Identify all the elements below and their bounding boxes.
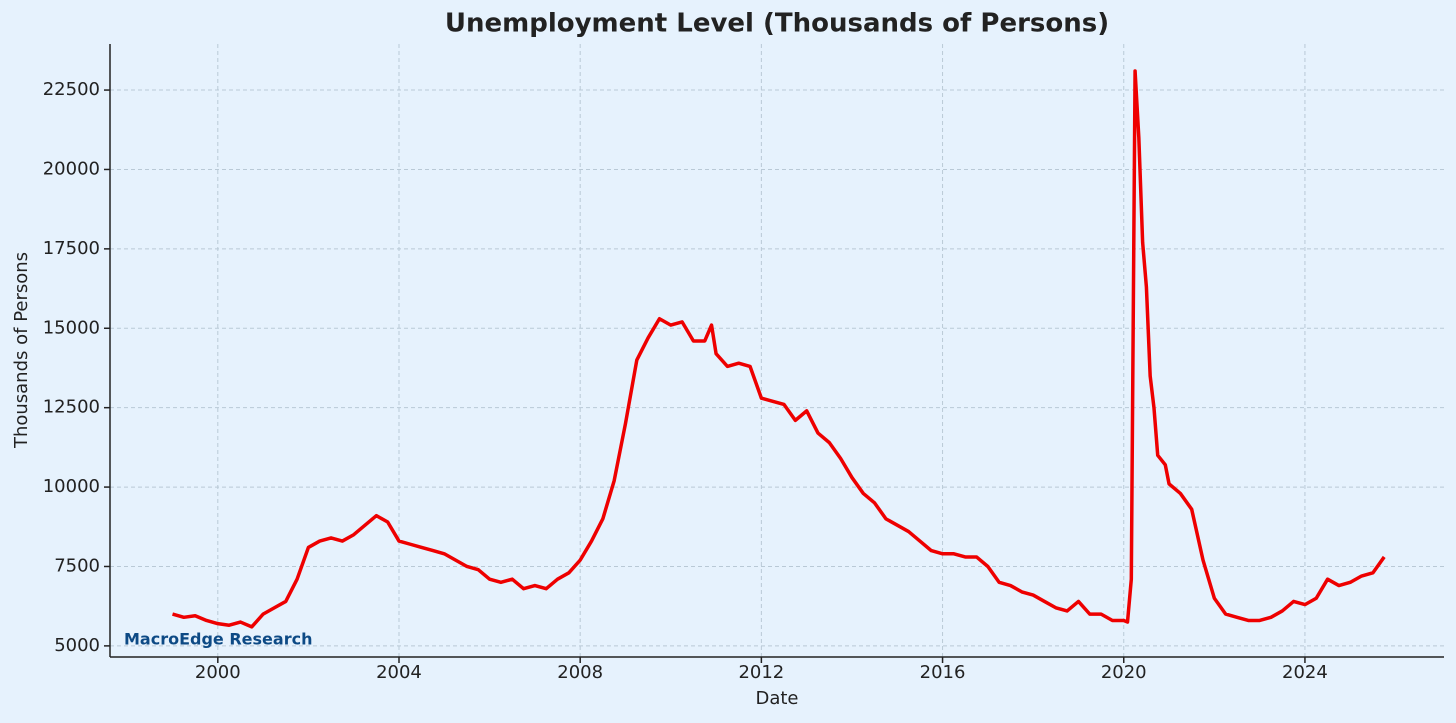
y-tick-label: 17500 [43, 238, 100, 259]
watermark: MacroEdge Research [124, 630, 312, 649]
x-tick-label: 2024 [1282, 662, 1328, 683]
y-tick-label: 10000 [43, 476, 100, 497]
data-line [172, 69, 1386, 629]
y-tick-label: 15000 [43, 317, 100, 338]
x-tick-label: 2016 [920, 662, 966, 683]
y-tick-label: 7500 [54, 555, 100, 576]
x-tick-label: 2004 [376, 662, 422, 683]
x-tick-label: 2012 [738, 662, 784, 683]
x-tick-label: 2008 [557, 662, 603, 683]
chart-title: Unemployment Level (Thousands of Persons… [445, 9, 1109, 39]
y-axis-label: Thousands of Persons [11, 252, 32, 449]
y-tick-label: 22500 [43, 79, 100, 100]
y-tick-label: 20000 [43, 158, 100, 179]
x-tick-label: 2020 [1101, 662, 1147, 683]
y-tick-label: 5000 [54, 635, 100, 656]
x-axis-label: Date [755, 688, 798, 709]
x-tick-label: 2000 [195, 662, 241, 683]
y-tick-label: 12500 [43, 397, 100, 418]
